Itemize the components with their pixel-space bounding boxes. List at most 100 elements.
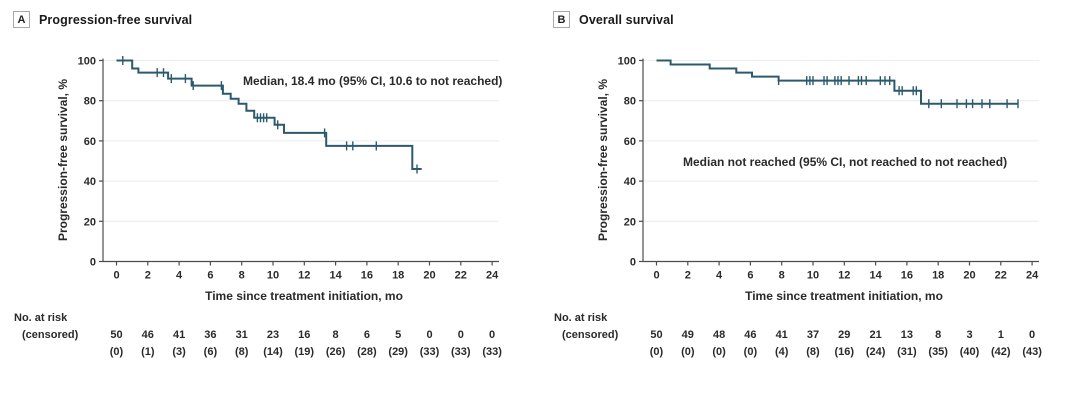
y-tick-label: 60 — [624, 136, 636, 148]
panel-title: Progression-free survival — [39, 12, 193, 27]
at-risk-value: 8 — [935, 329, 942, 341]
censored-count-value: (14) — [263, 346, 283, 358]
censored-count-value: (43) — [1022, 346, 1042, 358]
x-tick-label: 22 — [455, 270, 467, 282]
y-tick-label: 20 — [624, 216, 636, 228]
x-tick-label: 20 — [423, 270, 435, 282]
risk-table-subheader: (censored) — [22, 329, 79, 341]
y-tick-label: 80 — [624, 96, 636, 108]
x-tick-label: 12 — [838, 270, 850, 282]
censored-count-value: (0) — [681, 346, 695, 358]
censored-count-value: (3) — [172, 346, 186, 358]
x-tick-label: 24 — [486, 270, 499, 282]
censored-count-value: (35) — [928, 346, 948, 358]
censored-count-value: (0) — [712, 346, 726, 358]
at-risk-value: 29 — [838, 329, 851, 341]
censored-count-value: (6) — [203, 346, 218, 358]
y-tick-label: 0 — [630, 257, 636, 269]
at-risk-value: 50 — [110, 329, 123, 341]
x-tick-label: 8 — [779, 270, 785, 282]
censored-count-value: (4) — [774, 346, 789, 358]
x-tick-label: 4 — [176, 270, 183, 282]
censored-count-value: (33) — [451, 346, 471, 358]
censored-count-value: (28) — [357, 346, 377, 358]
at-risk-value: 36 — [204, 329, 217, 341]
risk-table-subheader: (censored) — [562, 329, 619, 341]
panel-b-header: B Overall survival — [553, 11, 674, 28]
x-tick-label: 4 — [716, 270, 723, 282]
y-tick-label: 100 — [78, 56, 96, 68]
y-axis-label: Progression-free survival, % — [596, 78, 610, 242]
at-risk-value: 0 — [426, 329, 433, 341]
panel-progression-free-survival: A Progression-free survival 0 20 40 60 80 100… — [13, 11, 503, 358]
at-risk-value: 49 — [681, 329, 694, 341]
median-annotation: Median not reached (95% CI, not reached … — [683, 155, 1008, 169]
panel-label-badge: A — [13, 11, 30, 28]
x-tick-label: 10 — [807, 270, 819, 282]
censored-count-value: (31) — [897, 346, 917, 358]
at-risk-value: 48 — [712, 329, 726, 341]
censored-count-value: (19) — [294, 346, 315, 358]
censored-count-value: (24) — [865, 346, 886, 358]
x-tick-label: 18 — [932, 270, 944, 282]
x-tick-label: 22 — [995, 270, 1007, 282]
censored-count-value: (40) — [959, 346, 980, 358]
km-curve — [116, 59, 422, 170]
at-risk-value: 8 — [332, 329, 339, 341]
y-tick-label: 100 — [618, 56, 636, 68]
x-axis-label: Time since treatment initiation, mo — [205, 289, 403, 303]
censored-count-value: (29) — [388, 346, 408, 358]
at-risk-value: 31 — [235, 329, 248, 341]
censored-count-value: (0) — [109, 346, 124, 358]
x-tick-label: 24 — [1026, 270, 1039, 282]
censored-count-value: (0) — [743, 346, 758, 358]
at-risk-value: 13 — [900, 329, 914, 341]
at-risk-value: 46 — [744, 329, 757, 341]
at-risk-value: 41 — [775, 329, 788, 341]
x-axis-label: Time since treatment initiation, mo — [745, 289, 943, 303]
at-risk-value: 50 — [650, 329, 663, 341]
x-tick-label: 0 — [653, 270, 659, 282]
at-risk-value: 1 — [997, 329, 1004, 341]
panel-title: Overall survival — [579, 12, 674, 27]
y-tick-label: 40 — [84, 176, 96, 188]
at-risk-value: 23 — [266, 329, 280, 341]
at-risk-value: 3 — [966, 329, 973, 341]
y-tick-label: 40 — [624, 176, 636, 188]
x-tick-label: 16 — [361, 270, 373, 282]
censored-count-value: (42) — [991, 346, 1011, 358]
risk-table-header: No. at risk — [14, 312, 68, 324]
x-tick-label: 16 — [901, 270, 913, 282]
panel-label-badge: B — [553, 11, 570, 28]
median-annotation: Median, 18.4 mo (95% CI, 10.6 to not rea… — [243, 74, 503, 88]
censored-count-value: (8) — [234, 346, 249, 358]
x-tick-label: 14 — [869, 270, 882, 282]
censored-count-value: (16) — [834, 346, 855, 358]
x-tick-label: 2 — [145, 270, 151, 282]
x-tick-label: 12 — [298, 270, 310, 282]
censored-count-value: (0) — [649, 346, 664, 358]
at-risk-value: 6 — [363, 329, 370, 341]
at-risk-value: 46 — [141, 329, 154, 341]
x-tick-label: 14 — [329, 270, 342, 282]
km-curve — [656, 59, 1018, 105]
y-tick-label: 20 — [84, 216, 96, 228]
at-risk-value: 0 — [457, 329, 464, 341]
panel-overall-survival: B Overall survival 0 20 40 60 80 100 0 2 4 6 8 10 12… — [540, 0, 1080, 400]
at-risk-value: 37 — [806, 329, 820, 341]
at-risk-value: 41 — [172, 329, 186, 341]
x-tick-label: 6 — [747, 270, 753, 282]
censored-count-value: (33) — [419, 346, 440, 358]
x-tick-label: 18 — [392, 270, 404, 282]
x-tick-label: 0 — [113, 270, 119, 282]
at-risk-value: 0 — [1029, 329, 1036, 341]
at-risk-value: 16 — [298, 329, 311, 341]
at-risk-value: 0 — [489, 329, 496, 341]
censored-count-value: (1) — [141, 346, 155, 358]
x-tick-label: 10 — [267, 270, 279, 282]
censored-count-value: (8) — [806, 346, 820, 358]
panel-a-header: A Progression-free survival — [13, 11, 192, 28]
